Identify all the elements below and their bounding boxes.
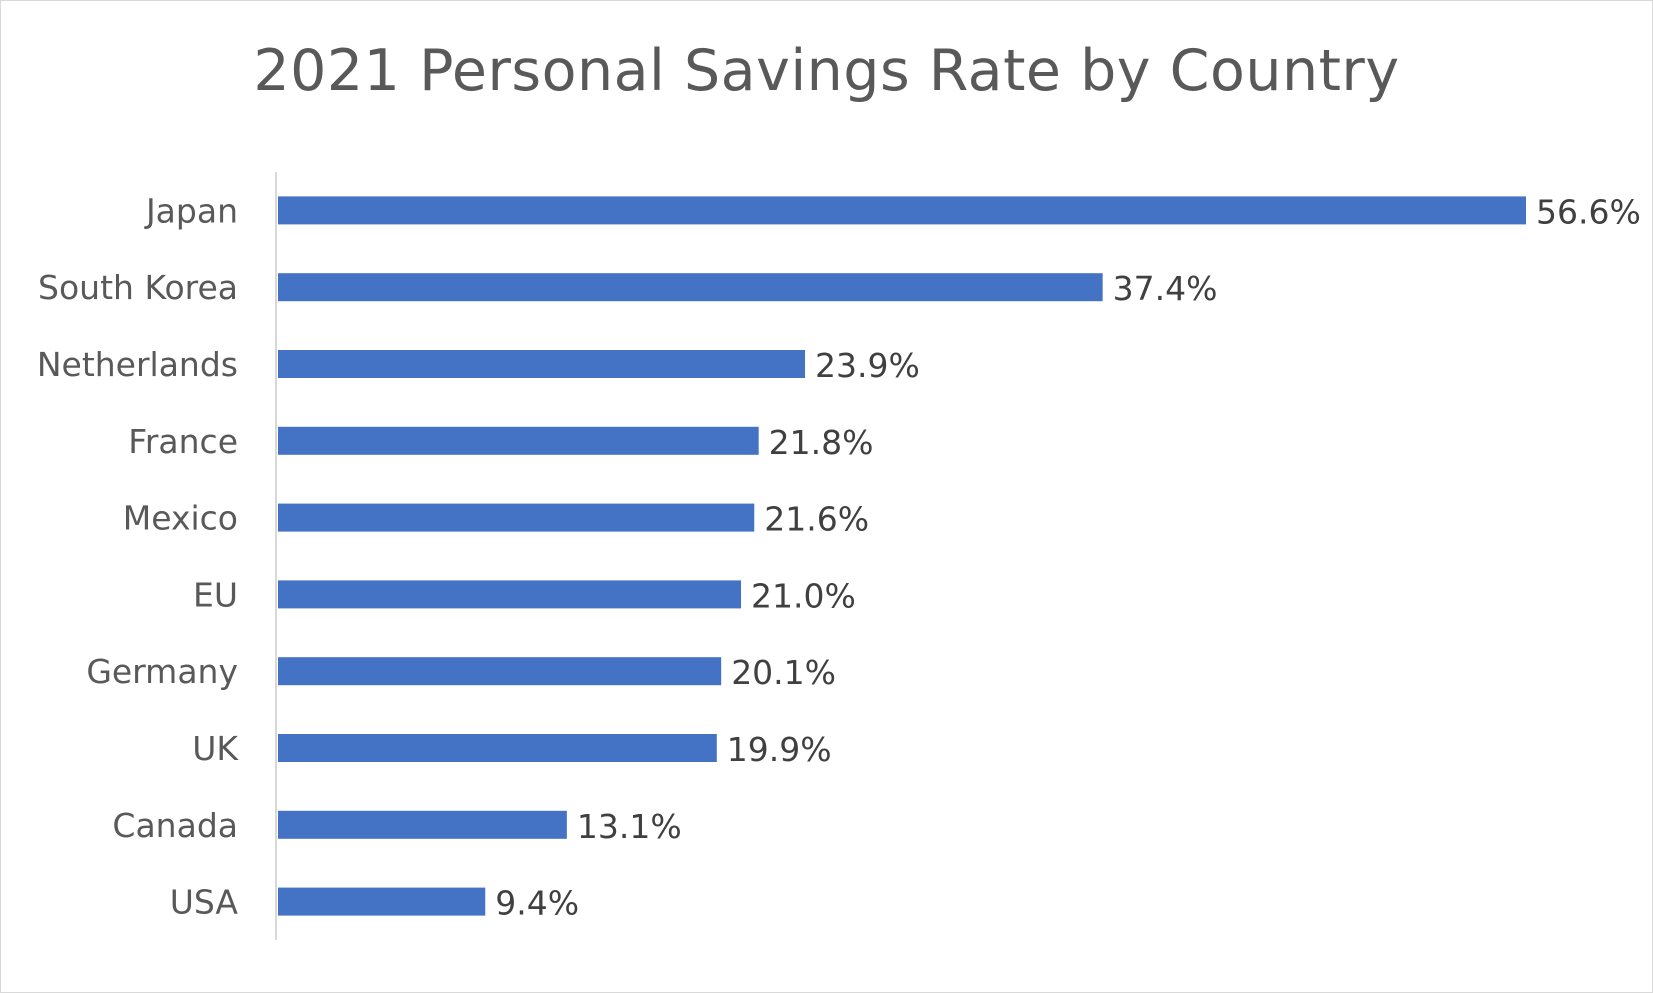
category-label: Japan: [144, 191, 238, 230]
bar-uk: [278, 734, 717, 762]
category-label: France: [128, 422, 238, 461]
category-label: USA: [170, 883, 239, 922]
chart-title: 2021 Personal Savings Rate by Country: [253, 38, 1400, 104]
category-label: UK: [192, 729, 239, 768]
category-label: Mexico: [123, 499, 238, 538]
data-label: 56.6%: [1536, 192, 1641, 231]
category-label: Germany: [86, 652, 238, 691]
data-label: 37.4%: [1113, 269, 1218, 308]
bar-japan: [278, 196, 1526, 225]
data-label: 20.1%: [731, 653, 836, 692]
data-label: 13.1%: [577, 807, 682, 846]
category-label: EU: [193, 575, 238, 614]
data-label: 9.4%: [495, 884, 579, 923]
bar-canada: [278, 810, 567, 839]
data-label: 23.9%: [815, 346, 920, 385]
data-label: 19.9%: [727, 730, 832, 769]
bar-netherlands: [278, 350, 805, 378]
data-label: 21.6%: [764, 500, 869, 539]
bar-france: [278, 426, 759, 455]
bar-usa: [278, 887, 486, 916]
bar-south-korea: [278, 273, 1103, 302]
bar-mexico: [278, 503, 755, 532]
data-label: 21.0%: [751, 576, 856, 615]
category-label: Canada: [112, 806, 238, 845]
bar-eu: [278, 580, 742, 609]
bar-germany: [278, 657, 722, 686]
data-label: 21.8%: [769, 423, 874, 462]
category-label: Netherlands: [37, 345, 238, 384]
category-label: South Korea: [38, 268, 238, 307]
